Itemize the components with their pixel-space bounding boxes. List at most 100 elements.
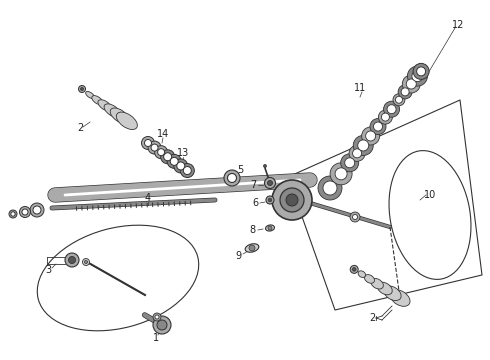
Circle shape (155, 146, 168, 159)
Circle shape (170, 157, 178, 165)
Circle shape (358, 140, 369, 151)
Circle shape (413, 63, 429, 79)
Circle shape (268, 180, 272, 185)
Circle shape (393, 94, 405, 106)
Text: 8: 8 (249, 225, 255, 235)
Text: 9: 9 (235, 251, 241, 261)
Text: 14: 14 (157, 129, 169, 139)
Circle shape (330, 163, 352, 185)
Circle shape (69, 256, 75, 264)
Text: 11: 11 (354, 83, 366, 93)
Circle shape (142, 136, 154, 149)
Circle shape (366, 131, 376, 141)
Ellipse shape (365, 275, 374, 283)
Ellipse shape (92, 96, 103, 105)
Circle shape (353, 135, 373, 156)
Circle shape (412, 71, 423, 82)
Circle shape (352, 267, 356, 271)
Circle shape (407, 66, 427, 86)
Text: 10: 10 (424, 190, 436, 200)
Ellipse shape (104, 104, 120, 117)
Ellipse shape (377, 282, 392, 295)
Circle shape (318, 176, 342, 200)
Circle shape (344, 158, 355, 168)
Circle shape (224, 170, 240, 186)
Circle shape (384, 101, 399, 117)
Circle shape (381, 113, 390, 121)
Circle shape (352, 215, 358, 220)
Ellipse shape (86, 91, 95, 99)
Text: 6: 6 (252, 198, 258, 208)
Circle shape (335, 168, 347, 180)
Circle shape (370, 118, 386, 135)
Ellipse shape (390, 290, 410, 306)
Ellipse shape (358, 271, 366, 278)
Ellipse shape (98, 100, 112, 111)
Circle shape (416, 67, 426, 76)
Circle shape (341, 154, 359, 172)
Circle shape (406, 79, 416, 89)
Circle shape (373, 122, 383, 131)
Circle shape (362, 127, 380, 145)
Circle shape (30, 203, 44, 217)
Circle shape (268, 226, 272, 230)
Text: 3: 3 (45, 265, 51, 275)
Circle shape (265, 177, 275, 189)
Circle shape (353, 149, 362, 158)
Text: 7: 7 (250, 180, 256, 190)
Circle shape (264, 165, 267, 167)
Circle shape (20, 207, 30, 217)
Circle shape (82, 258, 90, 266)
Text: 1: 1 (153, 333, 159, 343)
Text: 5: 5 (237, 165, 243, 175)
Circle shape (11, 212, 15, 216)
Circle shape (180, 163, 195, 177)
Circle shape (402, 75, 420, 93)
Circle shape (350, 212, 360, 222)
Circle shape (84, 261, 88, 264)
Circle shape (395, 96, 402, 103)
Ellipse shape (384, 286, 401, 301)
Circle shape (158, 149, 165, 156)
Circle shape (9, 210, 17, 218)
Ellipse shape (245, 244, 259, 252)
Circle shape (164, 153, 171, 161)
Text: 2: 2 (369, 313, 375, 323)
Circle shape (280, 188, 304, 212)
Circle shape (167, 154, 181, 168)
Circle shape (151, 144, 158, 151)
Circle shape (65, 253, 79, 267)
Circle shape (349, 145, 365, 161)
Circle shape (401, 88, 409, 96)
Text: 4: 4 (145, 193, 151, 203)
Circle shape (80, 87, 83, 90)
Circle shape (183, 167, 191, 175)
Ellipse shape (371, 278, 383, 289)
Circle shape (227, 174, 237, 183)
Circle shape (350, 265, 358, 273)
Ellipse shape (116, 112, 137, 130)
Circle shape (266, 196, 274, 204)
Circle shape (387, 105, 396, 114)
Circle shape (323, 181, 337, 195)
Circle shape (249, 245, 255, 251)
Circle shape (153, 313, 161, 321)
Circle shape (145, 140, 151, 147)
Circle shape (398, 85, 412, 99)
Ellipse shape (266, 225, 274, 231)
Circle shape (272, 180, 312, 220)
Circle shape (174, 159, 188, 173)
Circle shape (268, 198, 272, 202)
Circle shape (378, 110, 392, 124)
Circle shape (78, 86, 85, 93)
Circle shape (33, 206, 41, 214)
Circle shape (177, 162, 185, 170)
Text: 12: 12 (452, 20, 464, 30)
Circle shape (155, 315, 159, 319)
Circle shape (286, 194, 298, 206)
Circle shape (161, 150, 174, 164)
Circle shape (153, 316, 171, 334)
Text: 2: 2 (77, 123, 83, 133)
Circle shape (22, 209, 28, 215)
Text: 13: 13 (177, 148, 189, 158)
